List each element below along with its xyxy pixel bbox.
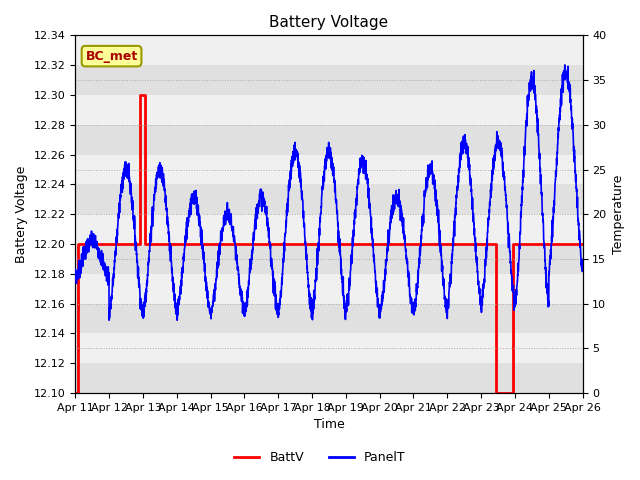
Bar	[76, 184, 582, 214]
Bar	[76, 244, 582, 274]
X-axis label: Time: Time	[314, 419, 344, 432]
Bar	[76, 36, 582, 65]
Bar	[76, 214, 582, 244]
Legend: BattV, PanelT: BattV, PanelT	[229, 446, 411, 469]
Bar	[76, 65, 582, 95]
Bar	[76, 304, 582, 334]
Bar	[76, 95, 582, 125]
Bar	[76, 334, 582, 363]
Title: Battery Voltage: Battery Voltage	[269, 15, 388, 30]
Bar	[76, 125, 582, 155]
Bar	[76, 363, 582, 393]
Text: BC_met: BC_met	[85, 49, 138, 63]
Bar	[76, 155, 582, 184]
Y-axis label: Temperature: Temperature	[612, 175, 625, 254]
Y-axis label: Battery Voltage: Battery Voltage	[15, 166, 28, 263]
Bar	[76, 274, 582, 304]
